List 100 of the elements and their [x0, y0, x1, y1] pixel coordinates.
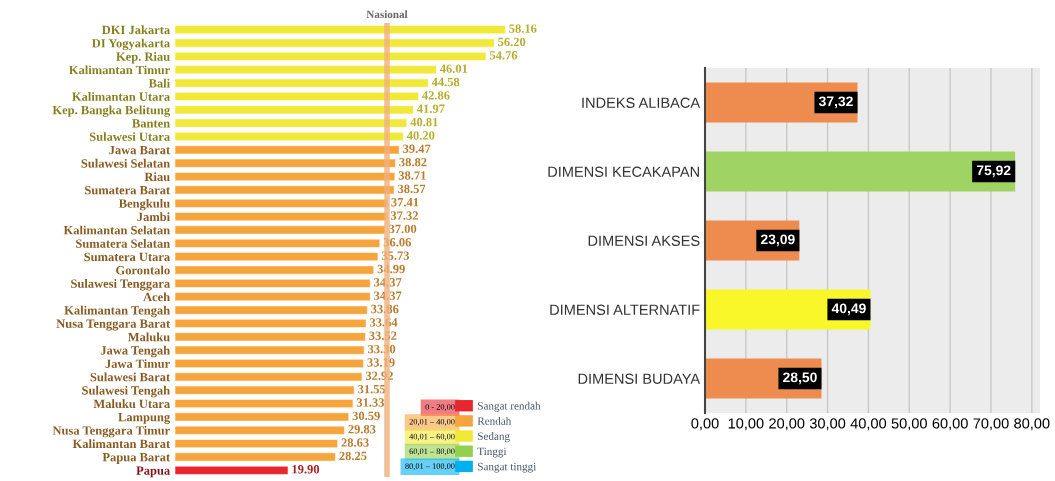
y-tick-label: Bengkulu: [118, 198, 170, 211]
bar: [175, 399, 354, 408]
y-tick-label: Sulawesi Selatan: [81, 158, 170, 168]
data-label: 56.20: [498, 37, 526, 47]
y-tick-label: Kalimantan Utara: [72, 92, 170, 101]
y-tick-label: Bali: [148, 78, 170, 88]
y-tick-label: DKI Jakarta: [101, 25, 170, 35]
bar: [175, 38, 495, 48]
data-label: 38.82: [399, 157, 427, 167]
bar: [175, 172, 396, 181]
y-tick-label: INDEKS ALIBACA: [582, 97, 701, 108]
y-tick-label: Sulawesi Barat: [90, 372, 171, 382]
data-label: 40.81: [410, 117, 438, 127]
y-tick-label: Kalimantan Selatan: [63, 225, 170, 235]
data-label: 23,09: [760, 234, 795, 247]
y-tick-label: DIMENSI KECAKAPAN: [548, 166, 699, 177]
bar: [175, 118, 408, 128]
y-tick-label: DIMENSI BUDAYA: [578, 373, 701, 384]
y-tick-label: Sulawesi Utara: [89, 132, 170, 141]
data-label: 33.19: [367, 358, 395, 367]
data-label: 30.59: [352, 411, 380, 421]
y-tick-label: Sulawesi Tengah: [82, 385, 170, 398]
y-tick-label: Papua: [136, 466, 170, 478]
bar: [175, 225, 386, 235]
bar: [175, 78, 429, 88]
data-label: 31.55: [358, 384, 386, 394]
data-label: 31.33: [356, 398, 385, 407]
y-tick-label: Maluku Utara: [93, 399, 170, 409]
annotation: 60,01 – 80,00: [409, 448, 455, 456]
data-label: 39.47: [403, 144, 431, 154]
bar: [175, 265, 375, 275]
data-label: 28,50: [783, 372, 817, 385]
data-label: 33.86: [371, 304, 399, 314]
y-tick-label: DI Yogyakarta: [92, 38, 170, 51]
data-label: 46.01: [439, 64, 468, 73]
y-tick-label: Kalimantan Tengah: [64, 305, 170, 318]
bar: [175, 332, 366, 342]
y-tick-label: Aceh: [143, 292, 170, 302]
x-tick-label: 30,00: [809, 418, 846, 431]
x-tick-label: 10,00: [728, 418, 764, 431]
ref-line-label: Nasional: [366, 10, 408, 19]
data-label: 40.20: [406, 131, 435, 140]
x-tick-label: 80,00: [1014, 418, 1050, 431]
bar: [175, 185, 395, 195]
bar: [175, 145, 400, 155]
data-label: 37.32: [390, 211, 418, 220]
bar: [175, 439, 338, 449]
data-label: 34.37: [374, 291, 402, 300]
data-label: 58.16: [509, 24, 537, 33]
data-label: 54.76: [489, 51, 518, 60]
annotation: 0 - 20,00: [425, 404, 455, 411]
y-tick-label: Banten: [132, 119, 170, 128]
y-tick-label: Nusa Tenggara Timur: [52, 425, 170, 438]
y-tick-label: Maluku: [127, 332, 170, 342]
y-tick-label: DIMENSI AKSES: [588, 235, 700, 246]
bar: [175, 158, 396, 168]
bar: [175, 238, 381, 248]
data-label: 33.64: [369, 318, 398, 327]
bar: [175, 359, 364, 368]
y-tick-label: Lampung: [118, 413, 171, 424]
bar: [175, 278, 371, 288]
bar: [175, 305, 368, 315]
bar: [175, 92, 419, 101]
y-tick-label: DIMENSI ALTERNATIF: [550, 304, 700, 315]
data-label: 19.90: [292, 465, 320, 474]
data-label: 33.52: [369, 331, 397, 340]
bar: [175, 372, 363, 382]
bar: [175, 385, 355, 395]
legend-label: Sangat rendah: [478, 401, 541, 412]
y-tick-label: Kep. Bangka Belitung: [52, 105, 171, 117]
x-tick-label: 20,00: [769, 418, 805, 431]
bar: [175, 105, 414, 115]
data-label: 32.92: [365, 371, 393, 381]
annotation: 80,01 – 100,00: [405, 463, 455, 471]
x-tick-label: 0,00: [691, 418, 719, 431]
y-tick-label: Papua Barat: [102, 453, 171, 464]
y-tick-label: Kalimantan Timur: [69, 65, 170, 75]
bar: [175, 319, 367, 328]
x-tick-label: 60,00: [932, 418, 968, 431]
data-label: 34.37: [374, 278, 402, 287]
bar: [175, 51, 487, 61]
data-label: 29.83: [348, 424, 376, 434]
y-tick-label: Gorontalo: [116, 265, 170, 275]
y-tick-label: Riau: [144, 172, 170, 182]
bar: [175, 425, 345, 435]
y-tick-label: Sumatera Selatan: [76, 238, 170, 248]
y-tick-label: Kalimantan Barat: [72, 439, 171, 449]
bar: [175, 452, 336, 462]
bar: [705, 151, 1016, 192]
y-tick-label: Nusa Tenggara Barat: [56, 319, 171, 331]
data-label: 38.71: [398, 171, 426, 180]
x-tick-label: 70,00: [973, 418, 1009, 431]
data-label: 37.00: [389, 224, 417, 234]
y-tick-label: Jambi: [137, 212, 170, 222]
legend-label: Tinggi: [477, 447, 507, 458]
bar: [175, 345, 365, 355]
data-label: 33.30: [368, 344, 396, 354]
annotation: 20,01 – 40,00: [409, 418, 455, 426]
legend-label: Sedang: [478, 432, 510, 443]
y-tick-label: Sumatera Barat: [85, 185, 171, 195]
